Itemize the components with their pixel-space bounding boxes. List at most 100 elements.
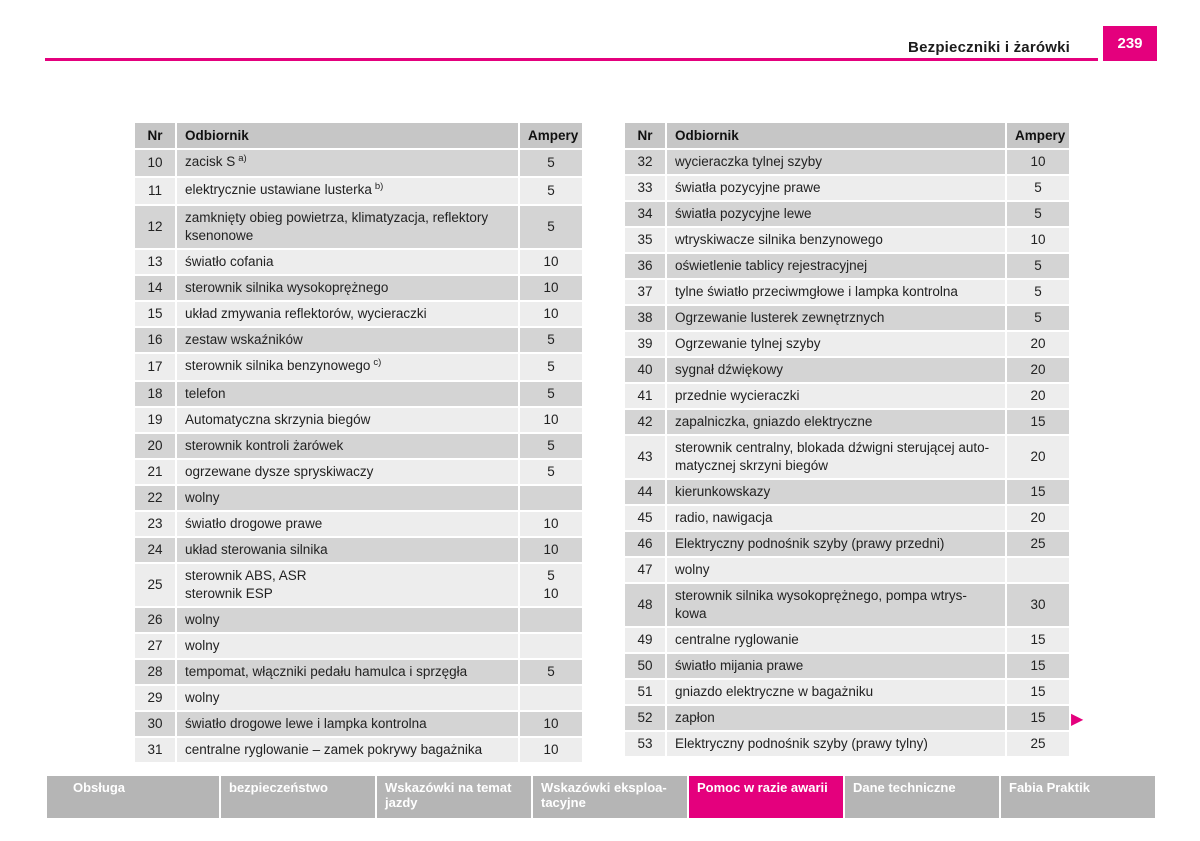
fuse-ampere: [520, 608, 582, 632]
fuse-ampere: 5: [1007, 202, 1069, 226]
fuse-ampere: 5: [1007, 176, 1069, 200]
table-row: 15 układ zmywania reflektorów, wycieraczk…: [135, 302, 582, 326]
fuse-consumer: sterownik silnika benzynowego c): [177, 354, 518, 380]
fuse-consumer: sterownik centralny, blokada dźwigni ste…: [667, 436, 1005, 478]
fuse-number: 46: [625, 532, 665, 556]
fuse-number: 38: [625, 306, 665, 330]
table-header-row: Nr Odbiornik Ampery: [625, 123, 1069, 148]
fuse-consumer: światła pozycyjne prawe: [667, 176, 1005, 200]
fuse-consumer: wolny: [667, 558, 1005, 582]
fuse-consumer: światło mijania prawe: [667, 654, 1005, 678]
fuse-consumer: światło cofania: [177, 250, 518, 274]
table-row: 25 sterownik ABS, ASR sterownik ESP 5 10: [135, 564, 582, 606]
fuse-number: 30: [135, 712, 175, 736]
table-row: 36 oświetlenie tablicy rejestracyjnej 5: [625, 254, 1069, 278]
fuse-number: 10: [135, 150, 175, 176]
table-row: 40 sygnał dźwiękowy 20: [625, 358, 1069, 382]
fuse-number: 31: [135, 738, 175, 762]
fuse-number: 39: [625, 332, 665, 356]
table-row: 29 wolny: [135, 686, 582, 710]
fuse-ampere: 5: [1007, 254, 1069, 278]
fuse-number: 36: [625, 254, 665, 278]
fuse-consumer: sterownik silnika wysokoprężnego: [177, 276, 518, 300]
nav-tab-obsluga: Obsługa: [47, 776, 219, 818]
column-header: Odbiornik: [177, 123, 518, 148]
fuse-ampere: 30: [1007, 584, 1069, 626]
fuse-ampere: 20: [1007, 384, 1069, 408]
fuse-number: 44: [625, 480, 665, 504]
fuse-ampere: 10: [520, 302, 582, 326]
fuse-consumer: Elektryczny podnośnik szyby (prawy przed…: [667, 532, 1005, 556]
fuse-ampere: 5: [520, 660, 582, 684]
fuse-ampere: 10: [520, 276, 582, 300]
fuse-ampere: [520, 486, 582, 510]
fuse-number: 16: [135, 328, 175, 352]
table-header-row: Nr Odbiornik Ampery: [135, 123, 582, 148]
fuse-number: 26: [135, 608, 175, 632]
nav-tab-wskazowki-eksploatacyjne: Wskazówki eksploa- tacyjne: [533, 776, 687, 818]
table-row: 19 Automatyczna skrzynia biegów 10: [135, 408, 582, 432]
fuse-ampere: 15: [1007, 654, 1069, 678]
fuse-number: 40: [625, 358, 665, 382]
footnote-marker: c): [373, 357, 382, 368]
fuse-number: 50: [625, 654, 665, 678]
fuse-consumer: centralne ryglowanie: [667, 628, 1005, 652]
table-row: 11 elektrycznie ustawiane lusterka b) 5: [135, 178, 582, 204]
table-row: 26 wolny: [135, 608, 582, 632]
fuse-number: 28: [135, 660, 175, 684]
table-row: 16 zestaw wskaźników 5: [135, 328, 582, 352]
fuse-number: 35: [625, 228, 665, 252]
fuse-number: 33: [625, 176, 665, 200]
page-number-badge: 239: [1103, 26, 1157, 61]
fuse-number: 15: [135, 302, 175, 326]
fuse-consumer: zapalniczka, gniazdo elektryczne: [667, 410, 1005, 434]
table-row: 31 centralne ryglowanie – zamek pokrywy b…: [135, 738, 582, 762]
fuse-ampere: [520, 686, 582, 710]
nav-tab-fabia-praktik: Fabia Praktik: [1001, 776, 1155, 818]
fuse-number: 53: [625, 732, 665, 756]
table-row: 30 światło drogowe lewe i lampka kontroln…: [135, 712, 582, 736]
fuse-number: 13: [135, 250, 175, 274]
fuse-number: 24: [135, 538, 175, 562]
fuse-ampere: 5: [520, 328, 582, 352]
fuse-ampere: 10: [520, 738, 582, 762]
fuse-ampere: 15: [1007, 680, 1069, 704]
fuse-consumer: wolny: [177, 634, 518, 658]
fuse-number: 11: [135, 178, 175, 204]
fuse-number: 41: [625, 384, 665, 408]
table-row: 46 Elektryczny podnośnik szyby (prawy prz…: [625, 532, 1069, 556]
fuse-number: 29: [135, 686, 175, 710]
column-header: Nr: [625, 123, 665, 148]
fuse-ampere: 20: [1007, 332, 1069, 356]
fuse-consumer: sterownik ABS, ASR sterownik ESP: [177, 564, 518, 606]
fuse-ampere: 15: [1007, 706, 1069, 730]
fuse-ampere: [520, 634, 582, 658]
fuse-ampere: [1007, 558, 1069, 582]
fuse-ampere: 20: [1007, 506, 1069, 530]
page-title: Bezpieczniki i żarówki: [908, 39, 1070, 56]
table-row: 18 telefon 5: [135, 382, 582, 406]
table-row: 43 sterownik centralny, blokada dźwigni s…: [625, 436, 1069, 478]
fuse-consumer: radio, nawigacja: [667, 506, 1005, 530]
fuse-consumer: wolny: [177, 486, 518, 510]
column-header: Ampery: [1007, 123, 1069, 148]
fuse-number: 43: [625, 436, 665, 478]
fuse-consumer: tylne światło przeciwmgłowe i lampka kon…: [667, 280, 1005, 304]
header-rule: [45, 58, 1098, 61]
table-row: 13 światło cofania 10: [135, 250, 582, 274]
fuse-ampere: 15: [1007, 628, 1069, 652]
table-row: 34 światła pozycyjne lewe 5: [625, 202, 1069, 226]
fuse-ampere: 25: [1007, 532, 1069, 556]
next-page-arrow-icon: ▶: [1071, 711, 1084, 728]
fuse-table-right: Nr Odbiornik Ampery 32 wycieraczka tylnej sz…: [623, 121, 1071, 758]
table-row: 21 ogrzewane dysze spryskiwaczy 5: [135, 460, 582, 484]
fuse-consumer: wtryskiwacze silnika benzynowego: [667, 228, 1005, 252]
fuse-consumer: zestaw wskaźników: [177, 328, 518, 352]
fuse-consumer: sterownik silnika wysokoprężnego, pompa …: [667, 584, 1005, 626]
fuse-number: 52: [625, 706, 665, 730]
fuse-consumer: Automatyczna skrzynia biegów: [177, 408, 518, 432]
fuse-consumer: wolny: [177, 608, 518, 632]
fuse-consumer: elektrycznie ustawiane lusterka b): [177, 178, 518, 204]
